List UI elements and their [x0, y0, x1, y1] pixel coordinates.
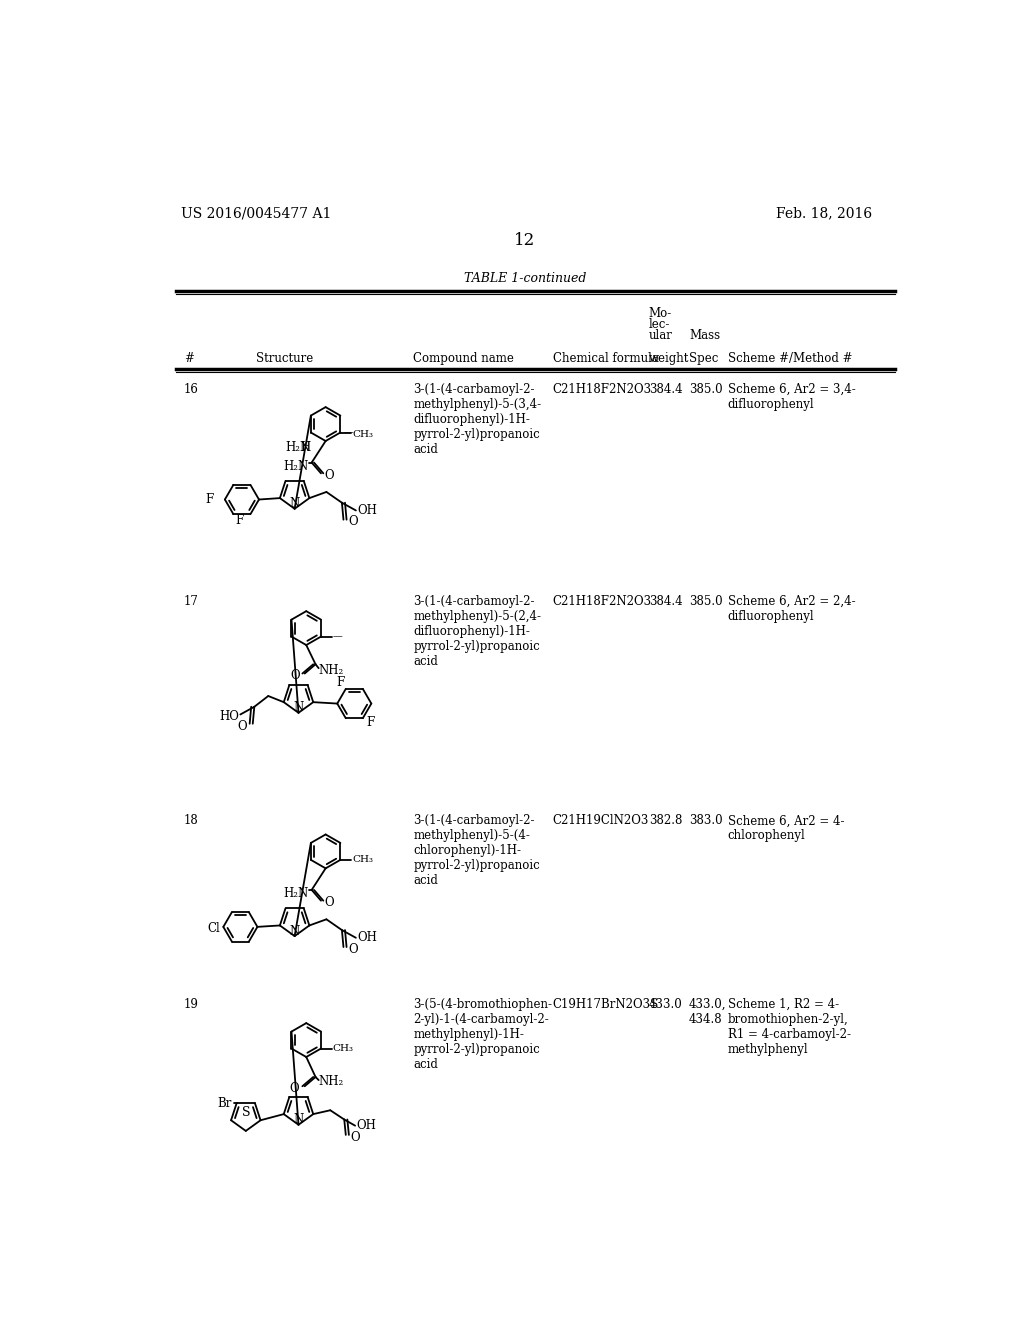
Text: OH: OH	[356, 1119, 377, 1133]
Text: 18: 18	[183, 814, 199, 828]
Text: 385.0: 385.0	[689, 595, 723, 609]
Text: O: O	[291, 669, 300, 682]
Text: ular: ular	[649, 329, 673, 342]
Text: 385.0: 385.0	[689, 383, 723, 396]
Text: #: #	[183, 352, 194, 366]
Text: H₂N: H₂N	[284, 887, 308, 900]
Text: Mass: Mass	[689, 329, 720, 342]
Text: 3-(1-(4-carbamoyl-2-
methylphenyl)-5-(4-
chlorophenyl)-1H-
pyrrol-2-yl)propanoic: 3-(1-(4-carbamoyl-2- methylphenyl)-5-(4-…	[414, 814, 540, 887]
Text: 382.8: 382.8	[649, 814, 682, 828]
Text: F: F	[206, 492, 214, 506]
Text: 433.0: 433.0	[649, 998, 683, 1011]
Text: O: O	[237, 719, 247, 733]
Text: lec-: lec-	[649, 318, 670, 331]
Text: Cl: Cl	[208, 921, 220, 935]
Text: NH₂: NH₂	[318, 664, 344, 677]
Text: O: O	[350, 1131, 360, 1143]
Text: OH: OH	[357, 932, 377, 944]
Text: Mo-: Mo-	[649, 308, 672, 319]
Text: 19: 19	[183, 998, 199, 1011]
Text: —: —	[333, 632, 342, 642]
Text: O: O	[348, 942, 357, 956]
Text: H: H	[300, 441, 310, 454]
Text: O: O	[290, 1082, 299, 1096]
Text: 17: 17	[183, 595, 199, 609]
Text: C21H18F2N2O3: C21H18F2N2O3	[553, 595, 652, 609]
Text: C21H18F2N2O3: C21H18F2N2O3	[553, 383, 652, 396]
Text: weight: weight	[649, 352, 689, 366]
Text: C19H17BrN2O3S: C19H17BrN2O3S	[553, 998, 659, 1011]
Text: Scheme 6, Ar2 = 2,4-
difluorophenyl: Scheme 6, Ar2 = 2,4- difluorophenyl	[728, 595, 855, 623]
Text: O: O	[325, 896, 335, 909]
Text: US 2016/0045477 A1: US 2016/0045477 A1	[180, 206, 331, 220]
Text: F: F	[366, 717, 374, 730]
Text: H₂N: H₂N	[285, 441, 310, 454]
Text: Chemical formula: Chemical formula	[553, 352, 658, 366]
Text: NH₂: NH₂	[318, 1074, 344, 1088]
Text: Br: Br	[218, 1097, 232, 1110]
Text: 433.0,
434.8: 433.0, 434.8	[689, 998, 727, 1026]
Text: 3-(1-(4-carbamoyl-2-
methylphenyl)-5-(2,4-
difluorophenyl)-1H-
pyrrol-2-yl)propa: 3-(1-(4-carbamoyl-2- methylphenyl)-5-(2,…	[414, 595, 542, 668]
Text: CH₃: CH₃	[333, 1044, 353, 1053]
Text: Scheme 6, Ar2 = 4-
chlorophenyl: Scheme 6, Ar2 = 4- chlorophenyl	[728, 814, 845, 842]
Text: 16: 16	[183, 383, 199, 396]
Text: H₂N: H₂N	[284, 459, 308, 473]
Text: N: N	[293, 701, 304, 714]
Text: CH₃: CH₃	[352, 855, 373, 865]
Text: —: —	[343, 428, 353, 437]
Text: 3-(1-(4-carbamoyl-2-
methylphenyl)-5-(3,4-
difluorophenyl)-1H-
pyrrol-2-yl)propa: 3-(1-(4-carbamoyl-2- methylphenyl)-5-(3,…	[414, 383, 542, 457]
Text: Compound name: Compound name	[414, 352, 514, 366]
Text: 384.4: 384.4	[649, 383, 682, 396]
Text: Scheme 1, R2 = 4-
bromothiophen-2-yl,
R1 = 4-carbamoyl-2-
methylphenyl: Scheme 1, R2 = 4- bromothiophen-2-yl, R1…	[728, 998, 851, 1056]
Text: O: O	[325, 469, 335, 482]
Text: CH₃: CH₃	[352, 429, 373, 438]
Text: F: F	[336, 676, 344, 689]
Text: O: O	[348, 516, 357, 528]
Text: Spec: Spec	[689, 352, 719, 366]
Text: Feb. 18, 2016: Feb. 18, 2016	[776, 206, 872, 220]
Text: N: N	[290, 498, 300, 511]
Text: HO: HO	[219, 710, 239, 722]
Text: TABLE 1-continued: TABLE 1-continued	[464, 272, 586, 285]
Text: Scheme #/Method #: Scheme #/Method #	[728, 352, 852, 366]
Text: N: N	[290, 924, 300, 937]
Text: 384.4: 384.4	[649, 595, 682, 609]
Text: Scheme 6, Ar2 = 3,4-
difluorophenyl: Scheme 6, Ar2 = 3,4- difluorophenyl	[728, 383, 856, 412]
Text: 3-(5-(4-bromothiophen-
2-yl)-1-(4-carbamoyl-2-
methylphenyl)-1H-
pyrrol-2-yl)pro: 3-(5-(4-bromothiophen- 2-yl)-1-(4-carbam…	[414, 998, 552, 1071]
Text: S: S	[242, 1106, 250, 1119]
Text: F: F	[234, 513, 244, 527]
Text: N: N	[293, 1113, 304, 1126]
Text: Structure: Structure	[256, 352, 313, 366]
Text: 12: 12	[514, 231, 536, 248]
Text: C21H19ClN2O3: C21H19ClN2O3	[553, 814, 649, 828]
Text: 383.0: 383.0	[689, 814, 723, 828]
Text: OH: OH	[357, 504, 377, 517]
